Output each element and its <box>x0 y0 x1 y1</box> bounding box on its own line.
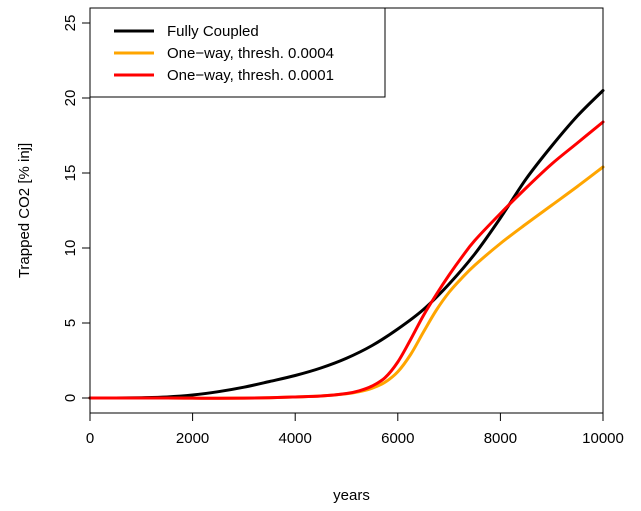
y-tick-label: 10 <box>62 240 79 257</box>
y-tick-label: 25 <box>62 15 79 32</box>
legend-label-3: One−way, thresh. 0.0001 <box>167 67 334 84</box>
legend-label-2: One−way, thresh. 0.0004 <box>167 45 334 62</box>
y-tick-label: 0 <box>62 394 79 402</box>
x-axis: 0 2000 4000 6000 8000 10000 <box>86 412 624 447</box>
x-axis-label: years <box>333 487 370 504</box>
y-tick-label: 20 <box>62 90 79 107</box>
y-axis-label: Trapped CO2 [% inj] <box>16 143 33 278</box>
x-tick-label: 10000 <box>582 430 624 447</box>
y-axis: 0 5 10 15 20 25 <box>62 15 91 402</box>
y-tick-label: 15 <box>62 165 79 182</box>
series-line-3 <box>88 120 605 400</box>
x-tick-label: 4000 <box>279 430 312 447</box>
y-tick-label: 5 <box>62 319 79 327</box>
legend-label-1: Fully Coupled <box>167 23 259 40</box>
x-tick-label: 0 <box>86 430 94 447</box>
legend: Fully Coupled One−way, thresh. 0.0004 One−… <box>89 7 386 98</box>
series-line-2 <box>88 165 605 400</box>
x-tick-label: 6000 <box>381 430 414 447</box>
series-line-1 <box>88 89 605 400</box>
series-lines <box>88 89 605 400</box>
x-tick-label: 8000 <box>484 430 517 447</box>
x-tick-label: 2000 <box>176 430 209 447</box>
